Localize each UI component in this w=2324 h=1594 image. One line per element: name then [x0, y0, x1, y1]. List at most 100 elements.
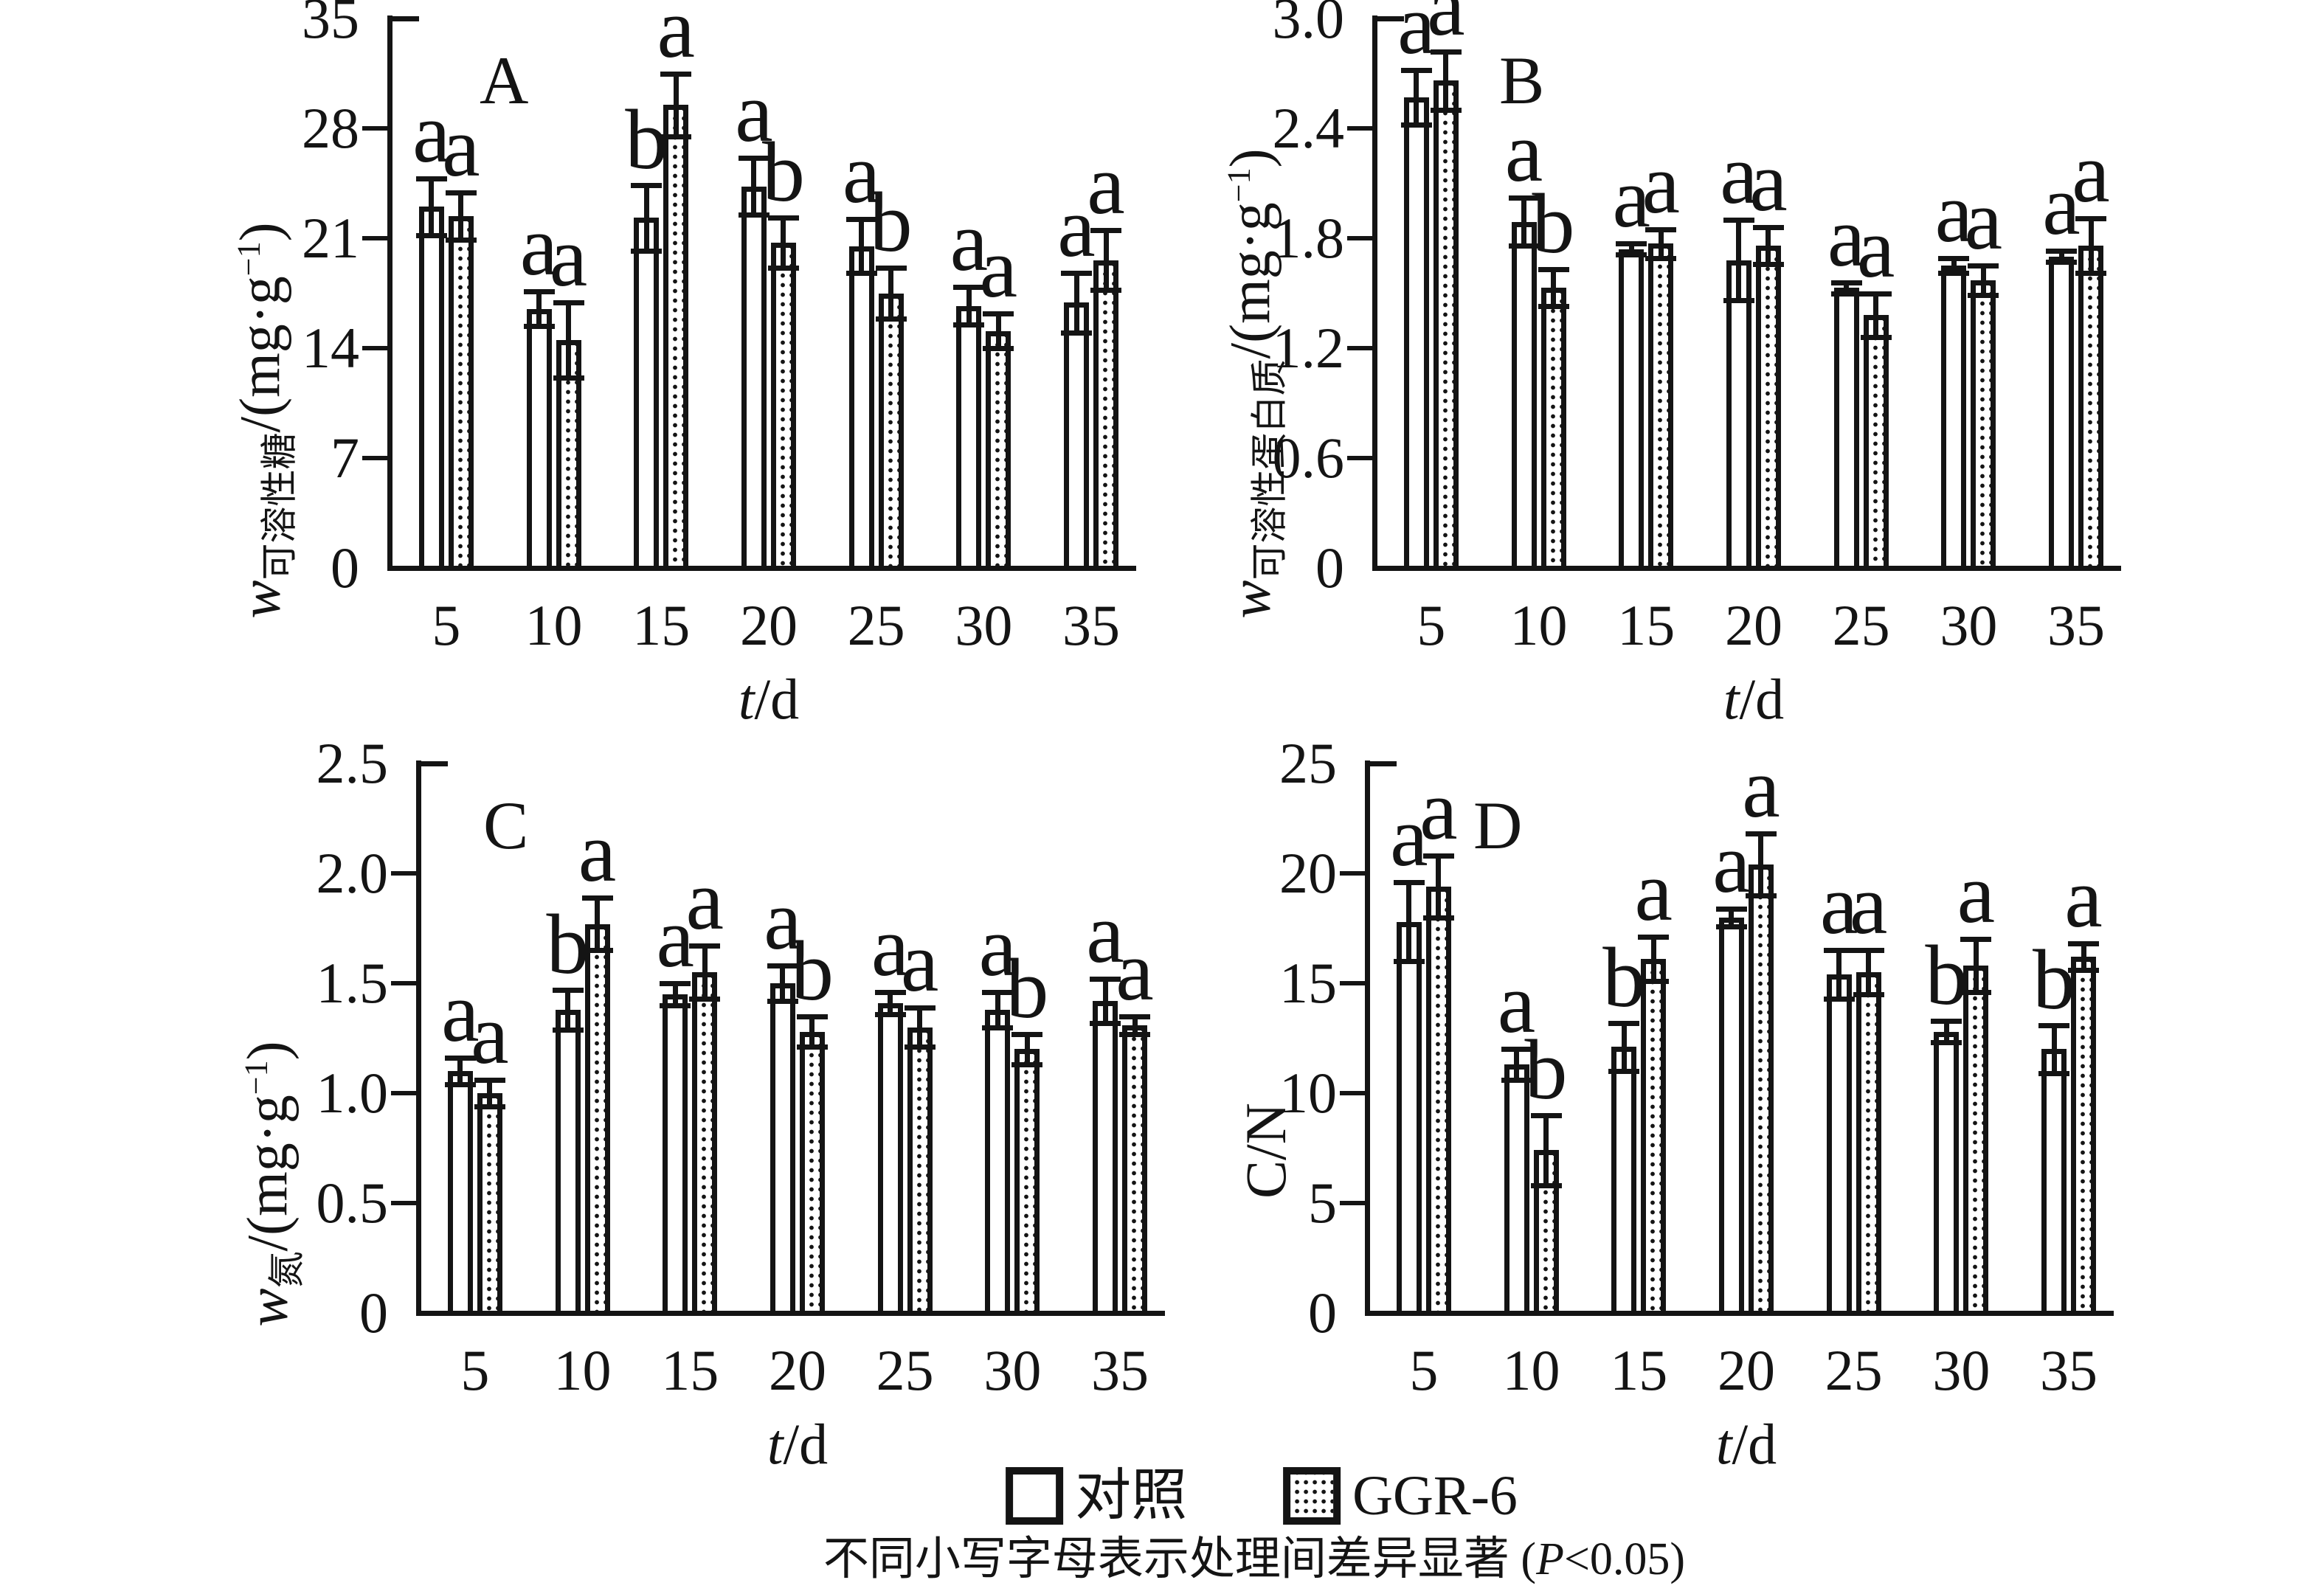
error-bar-line [917, 1007, 923, 1047]
bar-control-day30 [985, 1009, 1011, 1315]
error-bar-cap-bottom [983, 346, 1014, 351]
significance-letter: a [2042, 159, 2081, 254]
legend: 对照 GGR-6 [1006, 1466, 1518, 1525]
bar-control-day35 [2041, 1049, 2067, 1315]
significance-letter: a [1856, 201, 1895, 296]
x-tick-label-30: 30 [1940, 593, 1998, 657]
x-axis-title-variable: t [1715, 1412, 1732, 1476]
error-bar-cap-top [1638, 935, 1670, 940]
error-bar-cap-bottom [1430, 108, 1462, 114]
error-bar-cap-top [2075, 215, 2107, 221]
x-tick-label-20: 20 [1724, 593, 1782, 657]
error-bar-cap-top [1931, 1018, 1962, 1024]
y-tick-mark-28 [362, 126, 387, 131]
bar-control-day10 [1504, 1064, 1529, 1315]
significance-letter: a [1390, 789, 1428, 884]
error-bar-line [995, 313, 1001, 348]
error-bar-cap-bottom [1538, 303, 1569, 309]
error-bar-cap-top [1723, 218, 1754, 223]
significance-letter: a [1397, 0, 1436, 72]
significance-letter: a [735, 66, 773, 161]
error-bar-cap-bottom [1968, 292, 1999, 298]
legend-label-ggr6: GGR-6 [1352, 1465, 1518, 1527]
bar-control-day5 [1403, 97, 1429, 570]
error-bar-cap-top [1508, 195, 1540, 201]
y-tick-label-2.4: 2.4 [1272, 96, 1345, 160]
error-bar-cap-bottom [1745, 893, 1777, 898]
bar-control-day20 [741, 186, 767, 570]
y-tick-top-inward [421, 761, 448, 766]
x-tick-label-20: 20 [1717, 1338, 1775, 1402]
y-tick-label-20: 20 [1279, 841, 1337, 905]
bar-control-day10 [555, 1009, 581, 1315]
error-bar-cap-top [1430, 49, 1462, 55]
error-bar-cap-top [444, 1056, 476, 1061]
x-tick-label-15: 15 [661, 1338, 719, 1402]
bar-control-day25 [1826, 974, 1852, 1315]
bar-ggr6-day10 [1540, 288, 1566, 570]
error-bar-line [1132, 1016, 1138, 1034]
error-bar-line [566, 302, 572, 378]
significance-letter: a [2064, 851, 2103, 946]
error-bar-cap-top [660, 981, 691, 986]
x-tick-label-35: 35 [1091, 1338, 1149, 1402]
error-bar-cap-top [1061, 270, 1093, 276]
significance-letter: a [1849, 858, 1888, 953]
y-tick-mark-5 [1340, 1201, 1365, 1205]
error-bar-line [809, 1016, 815, 1047]
error-bar-cap-bottom [689, 996, 721, 1002]
bar-control-day35 [1093, 1000, 1118, 1315]
bar-control-day30 [1941, 266, 1967, 570]
significance-letter: a [656, 891, 695, 985]
x-axis-title-unit: /d [783, 1412, 829, 1476]
error-bar-cap-top [445, 190, 477, 196]
error-bar-line [1102, 979, 1108, 1023]
significance-letter: a [1642, 136, 1681, 232]
error-bar-cap-top [1538, 267, 1569, 273]
x-tick-label-30: 30 [955, 593, 1013, 657]
control-swatch-icon [1006, 1467, 1064, 1525]
x-tick-label-15: 15 [632, 593, 691, 657]
significance-letter: a [441, 966, 480, 1061]
error-bar-cap-bottom [1960, 989, 1992, 995]
y-tick-top-inward [392, 16, 419, 21]
bar-control-day15 [634, 218, 660, 570]
y-axis-title-part: −1 [1220, 167, 1257, 203]
y-tick-label-21: 21 [302, 206, 359, 270]
error-bar-cap-top [1616, 241, 1647, 247]
significance-letter: b [1524, 1022, 1568, 1117]
y-tick-label-15: 15 [1279, 951, 1337, 1015]
x-tick-label-5: 5 [460, 1338, 490, 1402]
significance-letter: a [1497, 957, 1536, 1052]
error-bar-line [1551, 269, 1557, 306]
bar-ggr6-day20 [799, 1031, 825, 1315]
error-bar-line [1729, 908, 1735, 926]
error-bar-line [2088, 218, 2094, 274]
error-bar-line [1980, 266, 1986, 295]
error-bar-line [2058, 251, 2064, 263]
x-tick-label-10: 10 [525, 593, 583, 657]
bar-ggr6-day5 [448, 216, 474, 570]
error-bar-cap-bottom [553, 375, 584, 381]
error-bar-cap-top [1715, 906, 1747, 912]
significance-letter: a [1634, 845, 1673, 940]
error-bar-cap-top [845, 217, 877, 223]
x-axis-B [1372, 566, 2121, 571]
y-tick-label-2.5: 2.5 [316, 731, 389, 795]
x-axis-D [1365, 1311, 2114, 1316]
error-bar-cap-top [1860, 291, 1892, 297]
caption-text: 不同小写字母表示处理间差异显著 ( [823, 1534, 1537, 1584]
panel-label-C: C [483, 788, 529, 863]
error-bar-line [751, 158, 757, 215]
error-bar-line [1943, 1020, 1949, 1043]
significance-letter: a [950, 194, 989, 289]
error-bar-cap-top [1090, 228, 1122, 234]
significance-letter: a [1116, 924, 1154, 1019]
error-bar-cap-top [1968, 263, 1999, 269]
bar-ggr6-day15 [1641, 959, 1667, 1315]
y-tick-mark-0.6 [1347, 456, 1372, 460]
legend-label-control: 对照 [1075, 1465, 1188, 1527]
bar-ggr6-day5 [1425, 886, 1451, 1315]
error-bar-line [595, 897, 601, 951]
error-bar-line [2051, 1025, 2057, 1074]
